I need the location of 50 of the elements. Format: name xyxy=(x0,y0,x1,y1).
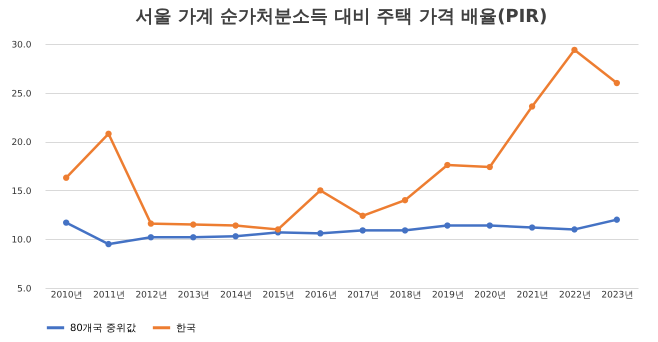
y-tick-label: 15.0 xyxy=(11,186,32,197)
chart-title: 서울 가계 순가처분소득 대비 주택 가격 배율(PIR) xyxy=(136,6,548,27)
point xyxy=(232,222,239,229)
point xyxy=(614,216,620,223)
legend-label: 80개국 중위값 xyxy=(70,322,136,334)
y-tick-label: 5.0 xyxy=(17,284,32,294)
x-tick-label: 2014년 xyxy=(220,290,252,300)
point xyxy=(402,197,408,204)
point xyxy=(317,187,324,194)
x-tick-label: 2021년 xyxy=(516,290,549,300)
point xyxy=(571,226,578,233)
y-tick-label: 30.0 xyxy=(11,40,32,50)
point xyxy=(360,227,366,234)
x-tick-label: 2017년 xyxy=(347,290,380,300)
point xyxy=(148,234,154,240)
point xyxy=(360,212,366,219)
x-tick-label: 2018년 xyxy=(390,290,422,300)
point xyxy=(105,240,112,248)
x-tick-label: 2011년 xyxy=(93,290,125,300)
x-tick-label: 2020년 xyxy=(474,290,506,300)
x-tick-label: 2015년 xyxy=(262,290,294,300)
point xyxy=(444,222,451,229)
point xyxy=(486,222,493,229)
x-tick-label: 2010년 xyxy=(50,290,83,300)
y-tick-label: 20.0 xyxy=(11,138,32,148)
point xyxy=(402,227,408,234)
point xyxy=(190,221,196,228)
point xyxy=(528,103,536,110)
point xyxy=(444,162,451,168)
point xyxy=(317,230,324,236)
point xyxy=(148,220,154,227)
point xyxy=(274,226,282,233)
point xyxy=(63,219,70,226)
point xyxy=(614,80,620,86)
legend-label: 한국 xyxy=(176,322,196,334)
point xyxy=(190,234,196,240)
y-tick-label: 10.0 xyxy=(11,236,32,246)
point xyxy=(571,46,578,54)
x-tick-label: 2022년 xyxy=(559,290,591,300)
x-tick-label: 2013년 xyxy=(178,290,210,300)
x-tick-label: 2016년 xyxy=(304,290,337,300)
y-tick-label: 25.0 xyxy=(11,89,32,100)
point xyxy=(486,164,493,170)
x-tick-label: 2019년 xyxy=(432,290,464,300)
point xyxy=(105,130,112,137)
x-tick-label: 2023년 xyxy=(601,290,634,300)
point xyxy=(528,224,536,231)
point xyxy=(63,174,70,181)
x-tick-label: 2012년 xyxy=(135,290,168,300)
point xyxy=(232,233,239,240)
